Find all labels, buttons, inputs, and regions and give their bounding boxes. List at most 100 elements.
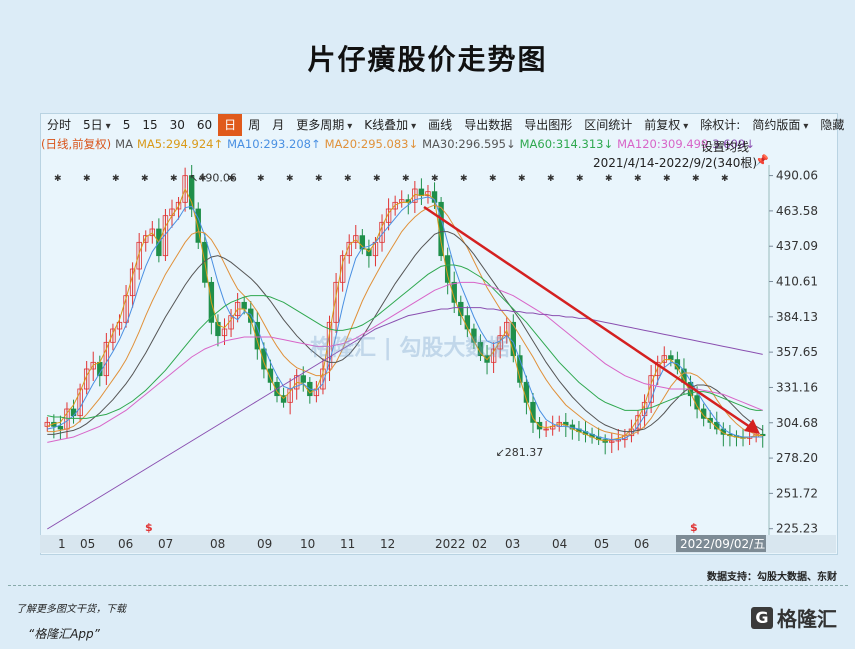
x-tick-label-14: 06 — [634, 537, 649, 551]
candle-body-52 — [385, 208, 392, 223]
candle-body-61 — [444, 255, 451, 283]
x-tick-label-4: 08 — [210, 537, 225, 551]
event-marker-21: ✱ — [663, 174, 671, 184]
event-marker-0: ✱ — [54, 174, 62, 184]
candle-body-10 — [110, 328, 116, 343]
candle-body-0 — [44, 421, 50, 427]
toolbar-item-0[interactable]: 分时 — [47, 118, 72, 132]
ma-legend-item-1: MA — [115, 137, 133, 151]
ma-legend-item-5: MA30:296.595↓ — [422, 137, 516, 151]
cursor-label: 2022/09/02/五 — [680, 537, 765, 551]
set-ma-button[interactable]: 设置均线 — [701, 140, 750, 154]
x-tick-label-10: 02 — [472, 537, 487, 551]
y-tick-label-8: 278.20 — [776, 451, 818, 465]
event-marker-2: ✱ — [112, 174, 120, 184]
ma-line-ma10 — [47, 196, 763, 441]
brand-logo: G 格隆汇 — [751, 603, 837, 632]
dividend-marker-0: $ — [145, 521, 153, 534]
candle-body-26 — [215, 321, 221, 337]
date-range: 2021/4/14-2022/9/2(340根) — [593, 156, 758, 170]
x-tick-label-13: 05 — [594, 537, 609, 551]
toolbar-item-7[interactable]: 周 — [248, 118, 261, 132]
y-tick-label-7: 304.68 — [776, 416, 818, 430]
candle-body-4 — [70, 408, 77, 417]
page-title: 片仔癀股价走势图 — [307, 43, 548, 76]
candle-body-14 — [136, 241, 142, 270]
candle-body-93 — [655, 361, 661, 377]
event-marker-15: ✱ — [489, 174, 497, 184]
candle-body-45 — [339, 255, 346, 283]
toolbar-item-18[interactable]: 隐藏 — [820, 118, 845, 132]
candle-body-2 — [57, 425, 64, 430]
toolbar-item-8[interactable]: 月 — [272, 118, 285, 132]
candle-body-57 — [418, 188, 425, 197]
ma-legend-item-8: 3.609↓ — [712, 137, 755, 151]
candlestick-chart[interactable]: 490.06 463.58 437.09 410.61 384.13 357.65 331.… — [40, 113, 836, 553]
y-tick-label-2: 437.09 — [776, 239, 818, 253]
ma-line-ma5 — [47, 187, 763, 442]
toolbar-item-4[interactable]: 30 — [169, 118, 185, 132]
toolbar-item-9[interactable]: 更多周期 — [290, 114, 358, 136]
toolbar-item-3[interactable]: 15 — [142, 118, 158, 132]
x-tick-label-5: 09 — [257, 537, 272, 551]
x-tick-label-0: 1 — [58, 537, 66, 551]
trend-arrow-head — [744, 419, 760, 434]
ma-legend: (日线,前复权) MA MA5:294.924↑ MA10:293.208↑ MA20:… — [41, 136, 759, 152]
toolbar-item-16[interactable]: 除权计: — [700, 118, 741, 132]
candle-body-18 — [162, 215, 169, 257]
annotation-high: ↖490.06 — [189, 172, 237, 185]
toolbar-item-11[interactable]: 画线 — [428, 118, 453, 132]
candle-body-58 — [425, 191, 431, 197]
toolbar-item-6[interactable]: 日 — [218, 114, 243, 136]
annotation-low: ↙281.37 — [496, 446, 544, 459]
candle-body-7 — [90, 361, 96, 370]
ma-legend-item-7: MA120:309.499 — [617, 137, 709, 151]
event-marker-1: ✱ — [83, 174, 91, 184]
toolbar-item-1[interactable]: 5日 — [77, 114, 117, 136]
candle-body-46 — [346, 241, 352, 257]
candle-body-48 — [359, 235, 366, 250]
toolbar-item-17[interactable]: 简约版面 — [746, 114, 814, 136]
x-tick-label-6: 10 — [300, 537, 315, 551]
y-tick-label-4: 384.13 — [776, 310, 818, 324]
candle-body-76 — [543, 428, 549, 431]
y-tick-label-3: 410.61 — [776, 275, 818, 289]
y-tick-label-6: 331.16 — [776, 380, 818, 394]
x-tick-label-3: 07 — [158, 537, 173, 551]
y-tick-label-0: 490.06 — [776, 169, 818, 183]
event-marker-16: ✱ — [518, 174, 526, 184]
candle-body-68 — [490, 348, 497, 363]
candle-body-11 — [116, 321, 123, 330]
candle-body-71 — [510, 321, 516, 357]
y-tick-label-9: 251.72 — [776, 486, 818, 500]
ma-line-ma250 — [47, 307, 763, 530]
candle-body-47 — [353, 235, 359, 243]
toolbar-item-10[interactable]: K线叠加 — [358, 114, 422, 136]
x-tick-label-2: 06 — [118, 537, 133, 551]
cursor-label-bg — [676, 535, 766, 552]
toolbar-item-13[interactable]: 导出图形 — [524, 118, 573, 132]
chart-panel: 分时 5日 5 15 30 60 日周月更多周期K线叠加画线导出数据导出图形区间统计前复权除… — [40, 113, 844, 555]
data-support: 数据支持：勾股大数据、东财 — [707, 572, 837, 583]
x-tick-label-11: 03 — [505, 537, 520, 551]
event-marker-9: ✱ — [315, 174, 323, 184]
event-marker-8: ✱ — [286, 174, 294, 184]
candle-body-95 — [668, 355, 674, 361]
toolbar-item-15[interactable]: 前复权 — [638, 114, 694, 136]
event-marker-12: ✱ — [402, 174, 410, 184]
ma-legend-item-2: MA5:294.924↑ — [136, 137, 224, 151]
candle-body-62 — [451, 281, 457, 303]
toolbar-item-14[interactable]: 区间统计 — [584, 118, 633, 132]
ma-legend-item-0: (日线,前复权) — [41, 137, 112, 151]
event-marker-11: ✱ — [373, 174, 381, 184]
y-tick-label-1: 463.58 — [776, 204, 818, 218]
pin-icon[interactable]: 📌 — [755, 154, 769, 167]
toolbar-item-12[interactable]: 导出数据 — [464, 118, 513, 132]
candle-body-22 — [188, 175, 195, 210]
event-marker-4: ✱ — [170, 174, 178, 184]
candle-body-39 — [300, 375, 306, 383]
event-marker-13: ✱ — [431, 174, 439, 184]
event-marker-3: ✱ — [141, 174, 149, 184]
toolbar-item-2[interactable]: 5 — [122, 118, 131, 132]
toolbar-item-5[interactable]: 60 — [196, 118, 213, 132]
